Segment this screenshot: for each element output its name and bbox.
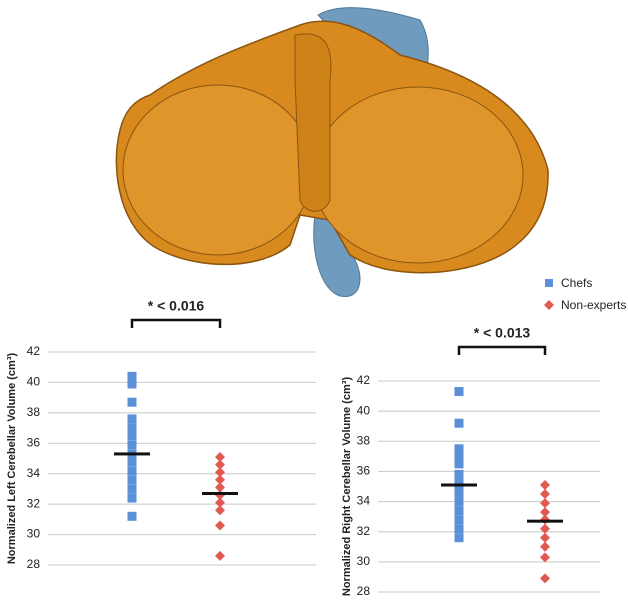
y-tick-label: 32: [357, 524, 371, 538]
y-tick-label: 30: [357, 554, 371, 568]
point: [454, 497, 464, 507]
y-tick-label: 28: [357, 584, 371, 598]
mean-bar: [527, 519, 563, 523]
y-tick-label: 42: [27, 344, 41, 358]
y-tick-label: 40: [27, 375, 41, 389]
significance-bracket: [130, 318, 222, 328]
y-tick-label: 36: [27, 435, 41, 449]
point: [127, 484, 137, 494]
point: [454, 478, 464, 488]
point: [454, 469, 464, 479]
point: [215, 550, 225, 561]
y-tick-label: 38: [357, 433, 371, 447]
legend-label: Chefs: [561, 276, 592, 290]
point: [127, 423, 137, 433]
mean-bar: [114, 452, 150, 456]
point: [540, 552, 550, 563]
significance-label: * < 0.016: [148, 298, 205, 314]
significance-label: * < 0.013: [474, 325, 531, 341]
point: [454, 533, 464, 543]
point: [215, 474, 225, 485]
vermis: [294, 33, 332, 212]
point: [540, 498, 550, 509]
y-axis-label: Normalized Right Cerebellar Volume (cm³): [341, 377, 353, 597]
point: [215, 459, 225, 470]
blue-region: [313, 214, 361, 297]
mean-bar: [202, 491, 238, 495]
legend-marker: [544, 300, 554, 310]
point: [540, 523, 550, 534]
legend-marker: [545, 279, 553, 287]
point: [540, 479, 550, 490]
point: [127, 475, 137, 485]
y-axis-label: Normalized Left Cerebellar Volume (cm³): [6, 353, 18, 565]
y-tick-label: 38: [27, 405, 41, 419]
y-tick-label: 36: [357, 464, 371, 478]
y-tick-label: 42: [357, 373, 371, 387]
point: [454, 515, 464, 525]
y-tick-label: 34: [357, 494, 371, 508]
point: [454, 451, 464, 461]
point: [127, 457, 137, 467]
right-lobe: [312, 86, 524, 264]
point: [540, 541, 550, 552]
significance-bracket: [457, 345, 547, 355]
point: [127, 431, 137, 441]
point: [215, 467, 225, 478]
point: [215, 505, 225, 516]
y-tick-label: 30: [27, 527, 41, 541]
mean-bar: [441, 483, 477, 487]
y-tick-label: 40: [357, 403, 371, 417]
cerebellum-image: [115, 7, 549, 297]
point: [215, 497, 225, 508]
point: [127, 466, 137, 476]
point: [540, 573, 550, 584]
y-tick-label: 28: [27, 557, 41, 571]
point: [215, 482, 225, 493]
point: [540, 532, 550, 543]
legend-label: Non-experts: [561, 298, 626, 312]
point: [454, 387, 464, 397]
point: [215, 451, 225, 462]
point: [540, 489, 550, 500]
point: [127, 379, 137, 389]
point: [127, 440, 137, 450]
point: [454, 418, 464, 428]
point: [127, 397, 137, 407]
point: [454, 459, 464, 469]
left-lobe: [122, 84, 314, 256]
point: [454, 524, 464, 534]
point: [127, 511, 137, 521]
y-tick-label: 32: [27, 496, 41, 510]
legend: Chefs Non-experts: [544, 276, 626, 312]
point: [540, 514, 550, 525]
point: [454, 506, 464, 516]
point: [215, 520, 225, 531]
point: [454, 488, 464, 498]
point: [454, 444, 464, 454]
point: [127, 414, 137, 424]
y-tick-label: 34: [27, 466, 41, 480]
point: [540, 507, 550, 518]
point: [127, 493, 137, 503]
point: [127, 371, 137, 381]
